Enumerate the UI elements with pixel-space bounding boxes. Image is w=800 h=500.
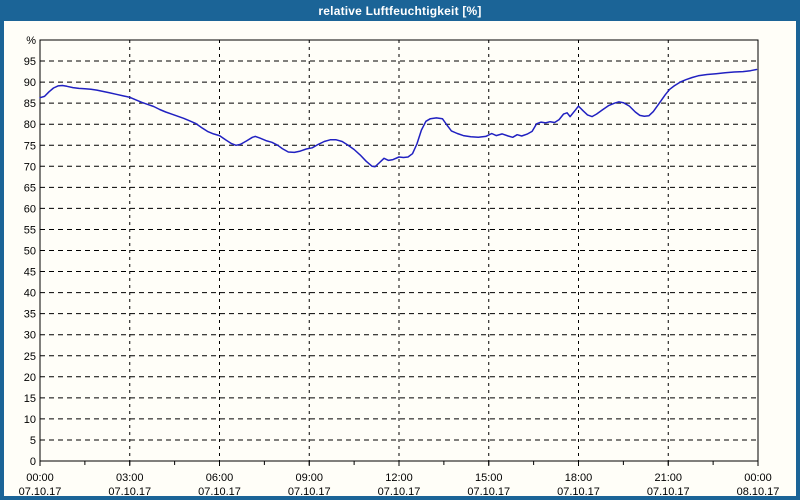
- y-tick-label: 35: [24, 309, 36, 321]
- x-tick-time-label: 15:00: [475, 472, 503, 484]
- x-tick-time-label: 09:00: [295, 472, 323, 484]
- humidity-line-chart: 0 5 10 15 20 25 30 35 40 45 50 55 60 65 70 75 80 85 90 95% 0…: [19, 35, 780, 496]
- chart-panel: 0 5 10 15 20 25 30 35 40 45 50 55 60 65 70 75 80 85 90 95% 0…: [4, 21, 796, 496]
- y-tick-label: 80: [24, 119, 36, 131]
- x-tick-date-label: 07.10.17: [19, 486, 62, 496]
- x-tick-time-label: 06:00: [206, 472, 234, 484]
- y-tick-label: 65: [24, 182, 36, 194]
- y-tick-label: 10: [24, 414, 36, 426]
- y-tick-label: 25: [24, 351, 36, 363]
- y-tick-label: 40: [24, 288, 36, 300]
- y-tick-label: 60: [24, 203, 36, 215]
- y-tick-label: 55: [24, 224, 36, 236]
- x-tick-time-label: 00:00: [26, 472, 54, 484]
- y-tick-label: 15: [24, 393, 36, 405]
- x-tick-date-label: 07.10.17: [198, 486, 241, 496]
- y-tick-label: 70: [24, 161, 36, 173]
- x-tick-date-label: 08.10.17: [737, 486, 780, 496]
- y-tick-label: 5: [30, 435, 36, 447]
- y-tick-label: 50: [24, 246, 36, 258]
- humidity-series-line: [39, 68, 758, 168]
- y-tick-label: 20: [24, 372, 36, 384]
- y-tick-label: 95: [24, 56, 36, 68]
- x-tick-date-label: 07.10.17: [647, 486, 690, 496]
- y-tick-label: 90: [24, 77, 36, 89]
- x-tick-time-label: 18:00: [565, 472, 593, 484]
- x-tick-time-label: 00:00: [744, 472, 772, 484]
- y-tick-label: 0: [30, 456, 36, 468]
- y-axis-unit-label: %: [26, 35, 36, 47]
- x-tick-date-label: 07.10.17: [288, 486, 331, 496]
- x-tick-date-label: 07.10.17: [108, 486, 151, 496]
- x-tick-time-label: 21:00: [654, 472, 682, 484]
- x-tick-date-label: 07.10.17: [378, 486, 421, 496]
- y-tick-label: 30: [24, 330, 36, 342]
- y-tick-label: 45: [24, 267, 36, 279]
- y-tick-label: 85: [24, 98, 36, 110]
- window-titlebar: relative Luftfeuchtigkeit [%]: [0, 0, 800, 21]
- x-tick-time-label: 12:00: [385, 472, 413, 484]
- y-tick-label: 75: [24, 140, 36, 152]
- x-tick-date-label: 07.10.17: [557, 486, 600, 496]
- x-tick-date-label: 07.10.17: [467, 486, 510, 496]
- window-title: relative Luftfeuchtigkeit [%]: [318, 3, 482, 18]
- x-tick-time-label: 03:00: [116, 472, 144, 484]
